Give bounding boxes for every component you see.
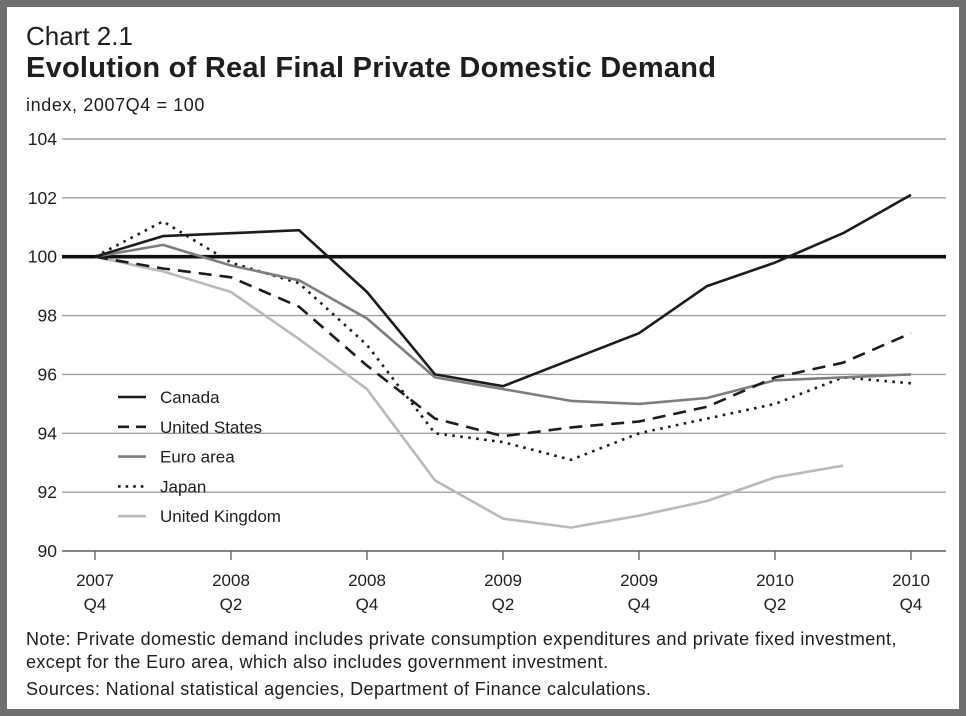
legend-label-united-kingdom: United Kingdom <box>160 507 281 526</box>
x-tick-label-year: 2009 <box>484 571 522 590</box>
legend-label-euro-area: Euro area <box>160 448 235 467</box>
legend-item-canada: Canada <box>118 388 220 407</box>
y-axis-tick-labels: 104 102 100 98 96 94 92 90 <box>28 129 57 561</box>
series-line-euro-area <box>94 243 912 406</box>
series-line-united-kingdom <box>94 255 844 529</box>
x-tick-label-year: 2007 <box>76 571 114 590</box>
gridlines <box>62 138 946 552</box>
x-tick-label-year: 2008 <box>212 571 250 590</box>
x-tick-label-quarter: Q2 <box>764 595 787 614</box>
y-tick-label: 90 <box>38 541 58 561</box>
y-tick-label: 100 <box>28 247 57 267</box>
y-axis-unit-label: index, 2007Q4 = 100 <box>26 95 206 115</box>
x-tick-label-quarter: Q4 <box>84 595 107 614</box>
x-tick-label-quarter: Q2 <box>220 595 243 614</box>
legend: Canada United States Euro area Japan United … <box>118 388 281 526</box>
y-tick-label: 102 <box>28 188 57 208</box>
legend-item-united-kingdom: United Kingdom <box>118 507 281 526</box>
legend-label-japan: Japan <box>160 477 206 496</box>
legend-label-united-states: United States <box>160 418 262 437</box>
x-tick-label-year: 2008 <box>348 571 386 590</box>
x-tick-label-year: 2009 <box>620 571 658 590</box>
legend-label-canada: Canada <box>160 388 220 407</box>
y-tick-label: 104 <box>28 129 57 149</box>
legend-item-euro-area: Euro area <box>118 448 235 467</box>
x-tick-label-quarter: Q2 <box>492 595 515 614</box>
y-tick-label: 92 <box>38 482 57 502</box>
y-tick-label: 94 <box>38 423 58 443</box>
series-lines <box>94 193 912 529</box>
x-axis-ticks: 2007 Q4 2008 Q2 2008 Q4 2009 Q2 2009 Q4 2010 Q2 2010… <box>76 551 930 614</box>
legend-item-united-states: United States <box>118 418 262 437</box>
chart-title: Evolution of Real Final Private Domestic… <box>26 52 717 84</box>
x-tick-label-year: 2010 <box>756 571 794 590</box>
series-line-united-states <box>94 255 912 438</box>
x-tick-label-quarter: Q4 <box>900 595 923 614</box>
chart-number: Chart 2.1 <box>26 21 133 51</box>
legend-item-japan: Japan <box>118 477 206 496</box>
x-tick-label-quarter: Q4 <box>356 595 379 614</box>
note-text: Note: Private domestic demand includes p… <box>26 629 897 649</box>
series-line-canada <box>94 193 912 388</box>
y-tick-label: 96 <box>38 364 57 384</box>
x-tick-label-quarter: Q4 <box>628 595 651 614</box>
sources-text: Sources: National statistical agencies, … <box>26 679 652 699</box>
x-tick-label-year: 2010 <box>892 571 930 590</box>
note-text-continued: except for the Euro area, which also inc… <box>26 652 609 672</box>
y-tick-label: 98 <box>38 306 57 326</box>
